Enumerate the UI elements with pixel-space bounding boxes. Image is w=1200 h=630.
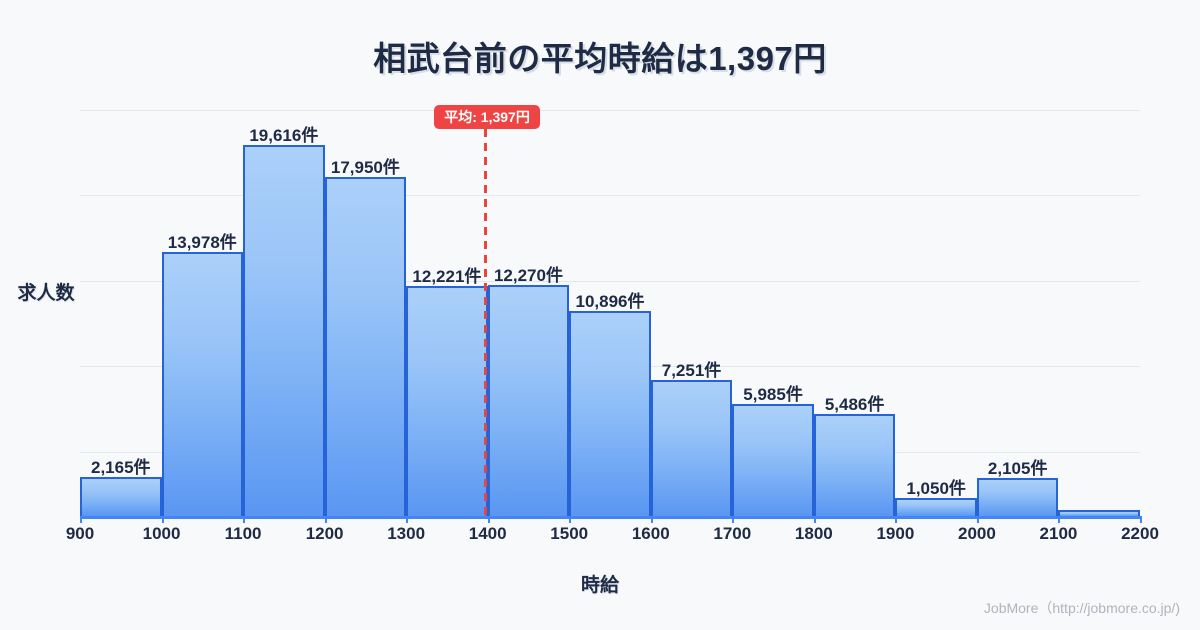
x-axis-tick-label: 1200: [305, 524, 344, 543]
x-axis-tick-label: 1000: [142, 524, 181, 543]
x-axis-tick: [895, 516, 898, 523]
x-axis-tick-label: 900: [65, 524, 95, 543]
bar[interactable]: [813, 413, 896, 518]
bar[interactable]: [976, 478, 1059, 518]
x-axis-tick: [487, 516, 490, 523]
bar-value-label: 12,270件: [493, 265, 563, 285]
x-axis-tick-label: 2100: [1039, 524, 1078, 543]
x-axis-tick: [243, 516, 246, 523]
x-axis-tick: [80, 516, 82, 523]
x-axis-tick-label: 1100: [224, 524, 262, 543]
x-axis-tick: [569, 516, 572, 523]
x-axis-tick: [976, 516, 979, 523]
gridline: [80, 109, 1140, 111]
x-axis-tick: [650, 516, 653, 523]
x-axis-line: [80, 516, 1140, 519]
x-axis-tick: [1058, 516, 1061, 523]
x-axis-tick-label: 1400: [468, 524, 507, 543]
bar-value-label: 1,050件: [906, 479, 966, 499]
bar[interactable]: [324, 176, 407, 518]
bar[interactable]: [569, 310, 651, 518]
gridline: [80, 280, 1140, 282]
bar-value-label: 5,985件: [743, 385, 803, 405]
bar-value-label: 5,486件: [824, 394, 885, 414]
bar-value-label: 13,978件: [167, 233, 237, 253]
bar-value-label: 12,221件: [412, 266, 482, 286]
x-axis-tick: [324, 516, 327, 523]
x-axis-tick: [813, 516, 816, 523]
x-axis-tick-label: 1300: [387, 524, 426, 543]
bar-value-label: 10,896件: [575, 291, 645, 311]
x-axis-tick-label: 1700: [713, 524, 752, 543]
x-axis-tick: [1140, 516, 1142, 523]
bar[interactable]: [732, 404, 814, 518]
chart-title: 相武台前の平均時給は1,397円: [373, 40, 827, 77]
x-axis-tick-label: 1900: [876, 524, 915, 543]
x-axis-tick: [732, 516, 735, 523]
bar-value-label: 2,165件: [90, 457, 151, 477]
gridline: [80, 195, 1140, 196]
x-axis-tick: [406, 516, 409, 523]
bar[interactable]: [650, 380, 733, 518]
bar-value-label: 19,616件: [249, 126, 319, 146]
x-axis-tick-label: 2200: [1121, 524, 1159, 543]
y-axis-title: 求人数: [17, 283, 75, 304]
x-axis-tick-label: 1800: [794, 524, 833, 543]
bar[interactable]: [406, 285, 488, 518]
x-axis-tick-label: 1500: [550, 524, 589, 543]
bar[interactable]: [895, 498, 977, 518]
plot-area: 2,165件 13,978件 19,616件 17,950件 12,221件 12,270…: [80, 100, 1140, 518]
average-line: [484, 129, 488, 519]
bar[interactable]: [243, 145, 325, 518]
bar-value-label: 17,950件: [330, 157, 400, 177]
x-axis-title: 時給: [580, 575, 619, 596]
footer-credit: JobMore（http://jobmore.co.jp/): [983, 600, 1180, 616]
bar[interactable]: [487, 284, 570, 518]
bar-value-label: 2,105件: [987, 459, 1048, 478]
x-axis-tick: [161, 516, 164, 523]
average-badge: 平均: 1,397円: [434, 105, 540, 129]
bar[interactable]: [80, 476, 162, 518]
x-axis-tick-label: 2000: [958, 524, 996, 543]
bar-value-label: 7,251件: [661, 361, 722, 381]
bars-layer: 2,165件 13,978件 19,616件 17,950件 12,221件 12,270…: [80, 100, 1140, 518]
x-axis-tick-label: 1600: [631, 524, 670, 543]
bar[interactable]: [161, 252, 244, 518]
